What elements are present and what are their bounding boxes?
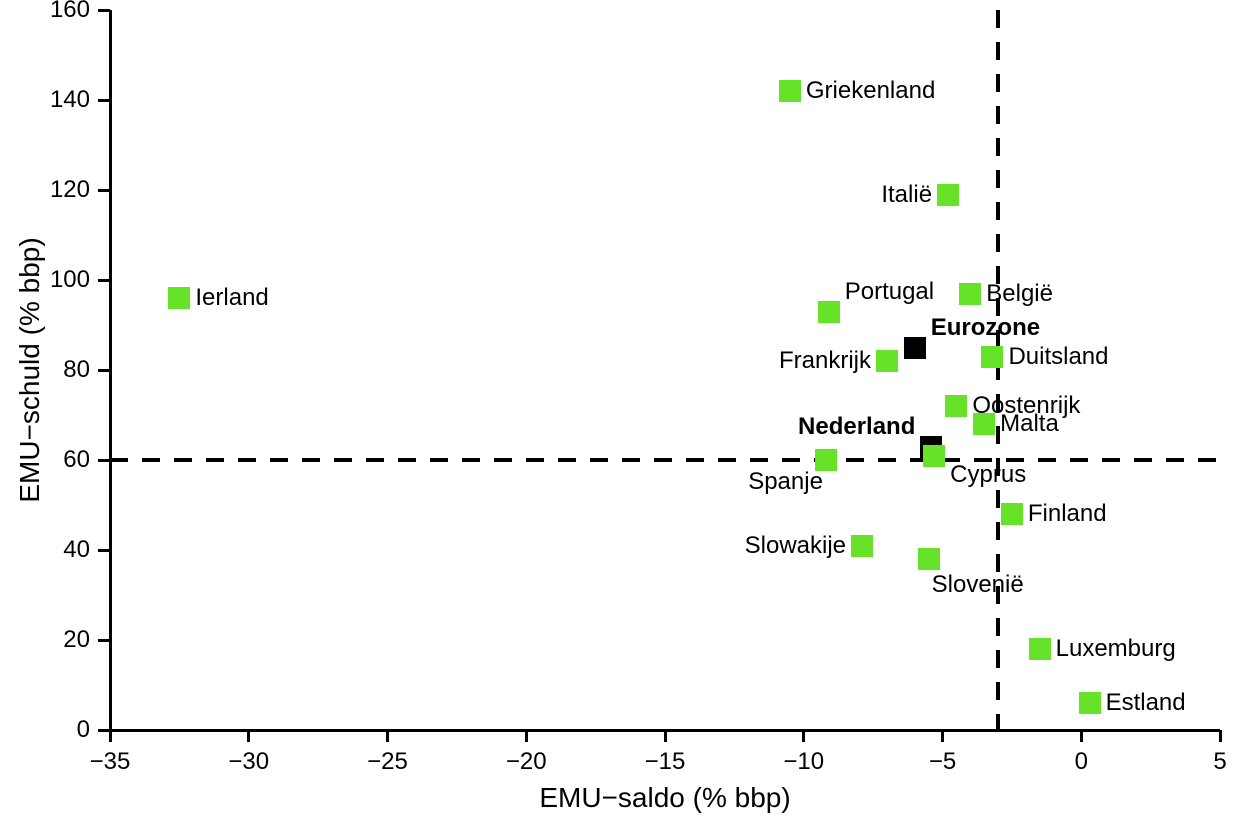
y-tick: [98, 459, 110, 462]
x-tick: [664, 730, 667, 742]
data-point: [945, 395, 967, 417]
data-point: [904, 337, 926, 359]
data-point-label: Duitsland: [1008, 343, 1108, 371]
x-tick-label: 0: [1075, 748, 1088, 776]
data-point: [779, 80, 801, 102]
x-tick: [109, 730, 112, 742]
data-point-label: Frankrijk: [779, 347, 871, 375]
data-point-label: Eurozone: [931, 314, 1040, 342]
data-point: [1079, 692, 1101, 714]
y-tick-label: 40: [0, 536, 90, 564]
y-tick: [98, 279, 110, 282]
y-tick: [98, 549, 110, 552]
data-point-label: Italië: [881, 181, 932, 209]
x-tick-label: −25: [367, 748, 408, 776]
data-point: [818, 301, 840, 323]
y-tick-label: 0: [0, 716, 90, 744]
x-tick: [525, 730, 528, 742]
data-point-label: Finland: [1028, 500, 1107, 528]
y-tick: [98, 369, 110, 372]
x-tick-label: −30: [228, 748, 269, 776]
y-tick-label: 160: [0, 0, 90, 24]
data-point: [973, 413, 995, 435]
data-point-label: Portugal: [845, 278, 934, 306]
data-point-label: Cyprus: [950, 461, 1026, 489]
x-tick: [802, 730, 805, 742]
y-axis-title: EMU−schuld (% bbp): [14, 237, 46, 502]
data-point: [851, 535, 873, 557]
x-tick-label: −15: [645, 748, 686, 776]
scatter-chart: −35−30−25−20−15−10−505020406080100120140…: [0, 0, 1249, 834]
y-tick: [98, 9, 110, 12]
x-tick-label: −5: [929, 748, 956, 776]
y-tick-label: 20: [0, 626, 90, 654]
x-tick-label: −35: [90, 748, 131, 776]
data-point-label: Estland: [1106, 689, 1186, 717]
y-tick: [98, 639, 110, 642]
x-tick: [1080, 730, 1083, 742]
data-point-label: Nederland: [798, 413, 915, 441]
x-tick-label: −20: [506, 748, 547, 776]
data-point-label: Malta: [1000, 410, 1059, 438]
x-tick: [386, 730, 389, 742]
data-point-label: Spanje: [748, 468, 823, 496]
data-point: [981, 346, 1003, 368]
data-point: [918, 548, 940, 570]
data-point-label: Luxemburg: [1056, 635, 1176, 663]
data-point: [168, 287, 190, 309]
data-point-label: België: [986, 280, 1053, 308]
x-axis-title: EMU−saldo (% bbp): [539, 782, 790, 814]
data-point: [937, 184, 959, 206]
x-tick: [941, 730, 944, 742]
y-tick-label: 140: [0, 86, 90, 114]
data-point-label: Slovenië: [932, 571, 1024, 599]
data-point: [1029, 638, 1051, 660]
y-tick-label: 120: [0, 176, 90, 204]
y-tick: [98, 99, 110, 102]
data-point: [923, 445, 945, 467]
y-tick: [98, 729, 110, 732]
data-point: [876, 350, 898, 372]
data-point: [959, 283, 981, 305]
data-point: [1001, 503, 1023, 525]
data-point-label: Ierland: [195, 284, 268, 312]
x-tick-label: 5: [1213, 748, 1226, 776]
x-tick-label: −10: [783, 748, 824, 776]
y-tick: [98, 189, 110, 192]
x-tick: [1219, 730, 1222, 742]
data-point-label: Slowakije: [745, 532, 846, 560]
x-tick: [247, 730, 250, 742]
data-point-label: Griekenland: [806, 77, 935, 105]
